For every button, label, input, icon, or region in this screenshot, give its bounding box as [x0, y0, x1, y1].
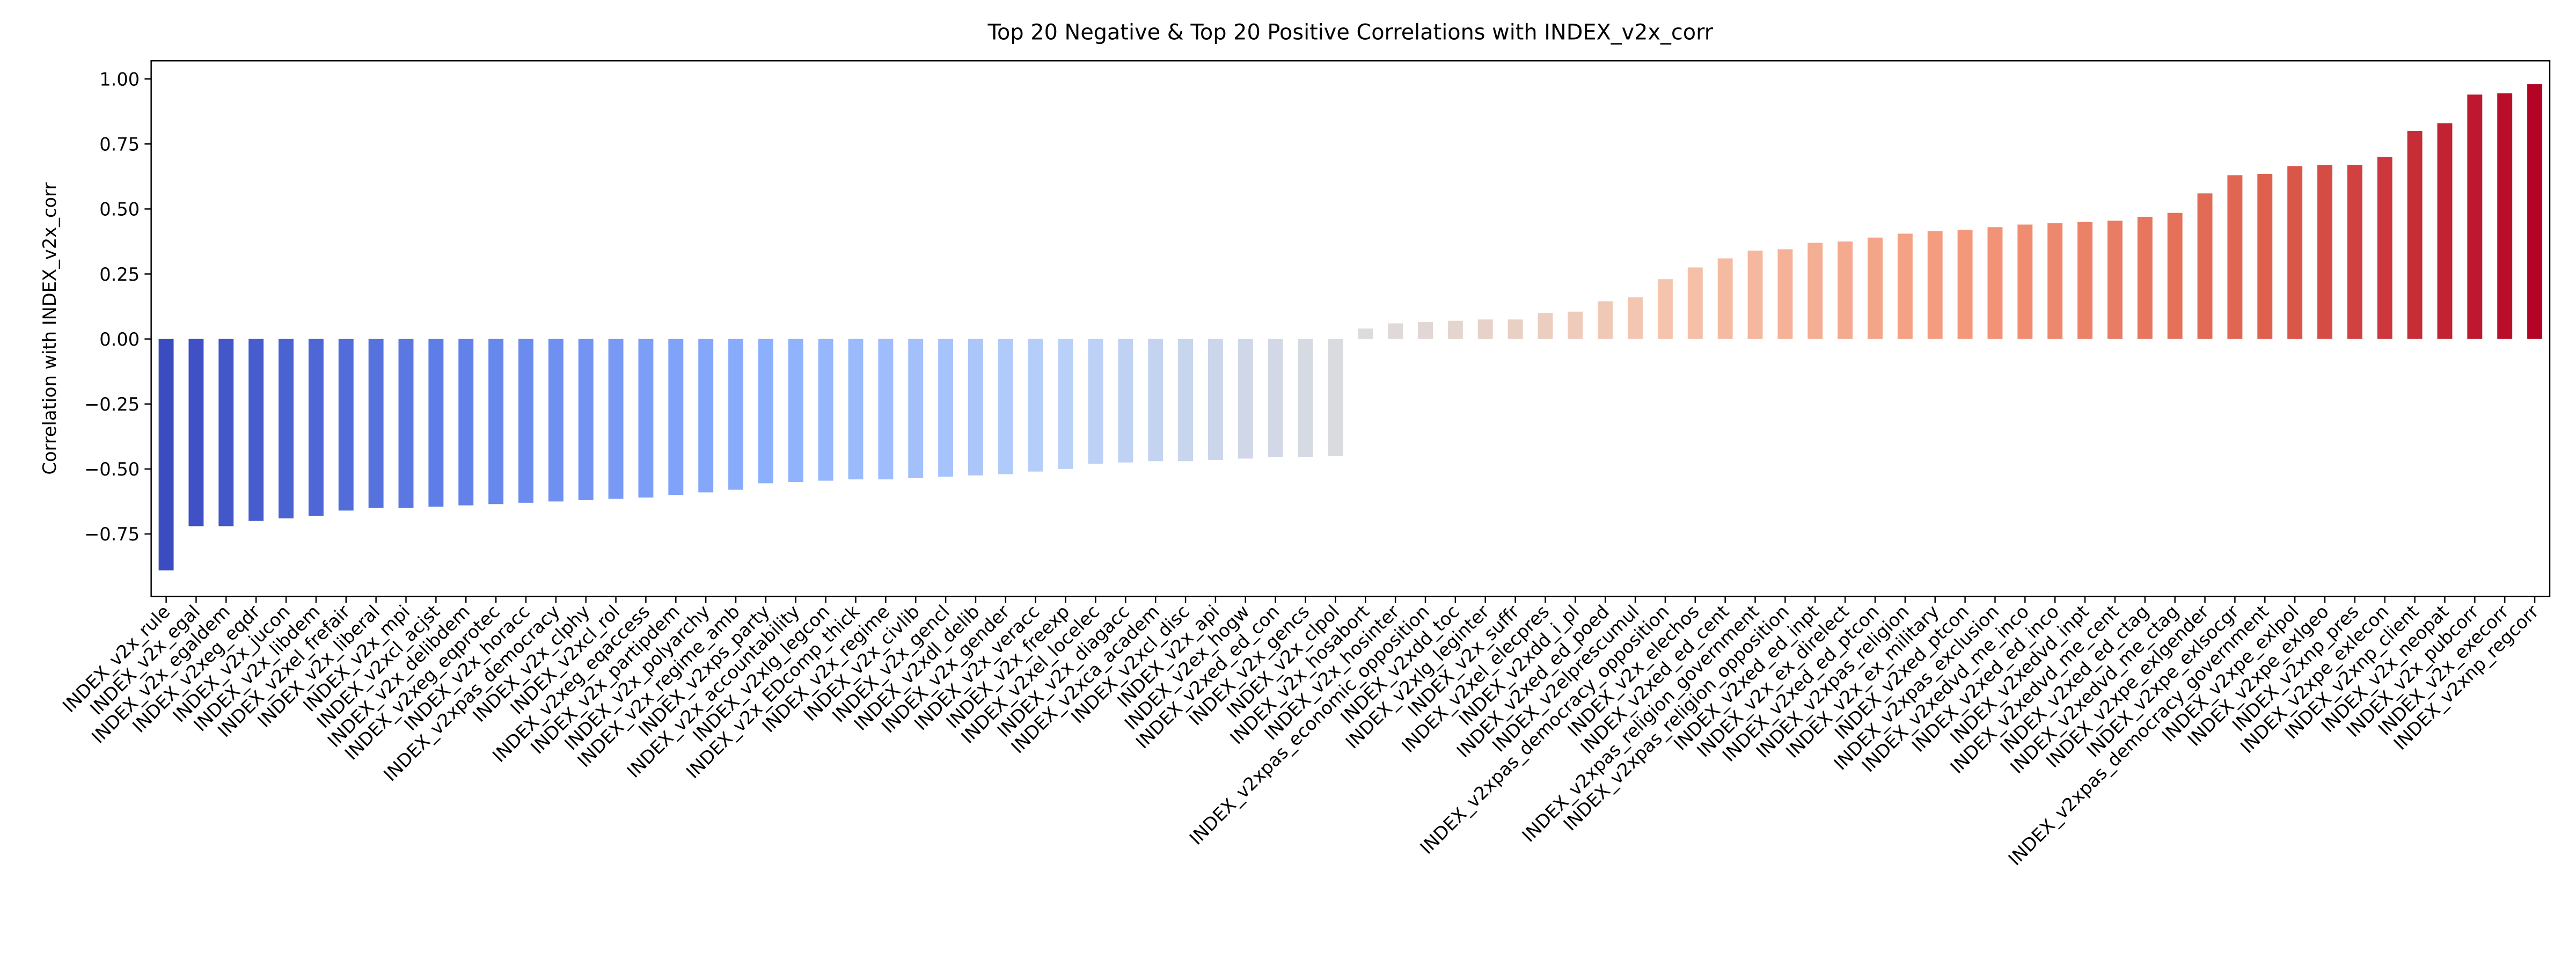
bar: [908, 339, 924, 478]
bar: [1418, 322, 1433, 339]
bar: [788, 339, 803, 482]
bar: [2257, 173, 2273, 339]
bar: [1717, 258, 1733, 339]
bar: [1657, 279, 1673, 339]
bar: [2107, 221, 2123, 339]
bar: [308, 339, 324, 516]
bar: [848, 339, 863, 480]
bar: [1148, 339, 1163, 462]
bar: [488, 339, 504, 504]
bar: [338, 339, 354, 511]
bar: [1447, 320, 1463, 339]
bar: [1328, 339, 1343, 456]
bar: [2167, 213, 2183, 339]
bar: [2527, 84, 2543, 339]
bar: [1358, 328, 1373, 339]
y-tick-label: −0.50: [84, 459, 140, 480]
y-tick-label: 0.00: [99, 329, 140, 350]
bar: [2467, 94, 2483, 339]
bar: [968, 339, 983, 475]
bar: [1088, 339, 1103, 464]
bar: [1507, 319, 1523, 339]
bar: [1777, 249, 1793, 339]
bar: [638, 339, 654, 498]
y-tick-label: 0.50: [99, 199, 140, 220]
bar: [1238, 339, 1253, 459]
plot-frame: [150, 60, 2551, 597]
bar: [2047, 223, 2063, 339]
bar: [1568, 311, 1583, 339]
bar: [1807, 243, 1823, 339]
bar: [818, 339, 833, 481]
y-tick-label: −0.25: [84, 394, 140, 415]
bar: [1028, 339, 1043, 472]
bar: [998, 339, 1013, 474]
bar: [218, 339, 234, 526]
bar: [158, 339, 174, 570]
bar: [1987, 227, 2003, 339]
bar: [1268, 339, 1283, 458]
bar: [1388, 323, 1403, 339]
bar: [1838, 241, 1853, 339]
bar: [1208, 339, 1223, 460]
bar: [2287, 166, 2303, 339]
bar: [2137, 216, 2153, 339]
y-tick-label: 1.00: [99, 69, 140, 90]
bar: [1298, 339, 1313, 458]
bar: [668, 339, 684, 495]
bar: [1747, 250, 1763, 339]
bar: [1957, 230, 1973, 339]
bar: [279, 339, 294, 518]
bar: [188, 339, 204, 526]
bar: [2197, 193, 2213, 339]
bar: [1628, 297, 1643, 339]
bar: [758, 339, 773, 484]
bar: [578, 339, 594, 500]
bar: [1927, 231, 1943, 339]
bar: [2227, 175, 2243, 339]
bar: [428, 339, 444, 507]
bar: [698, 339, 714, 493]
bar: [2347, 165, 2362, 339]
bar: [608, 339, 624, 499]
plot: −0.75−0.50−0.250.000.250.500.751.00INDEX…: [58, 69, 2543, 869]
bar: [2377, 157, 2392, 339]
y-tick-label: 0.75: [99, 134, 140, 155]
bar: [878, 339, 894, 480]
bar: [1868, 237, 1883, 339]
chart-title: Top 20 Negative & Top 20 Positive Correl…: [987, 20, 1714, 45]
bar: [1118, 339, 1133, 463]
bar: [248, 339, 264, 521]
bar: [1538, 313, 1553, 339]
bar: [938, 339, 954, 477]
y-tick-label: −0.75: [84, 524, 140, 545]
bar: [458, 339, 474, 506]
bar: [1477, 319, 1493, 339]
y-axis-label: Correlation with INDEX_v2x_corr: [39, 182, 60, 475]
y-tick-label: 0.25: [99, 264, 140, 285]
bar: [1178, 339, 1194, 462]
bar: [2497, 93, 2513, 339]
bar: [1058, 339, 1073, 469]
bar: [2407, 131, 2423, 339]
bar: [548, 339, 564, 502]
bar: [398, 339, 414, 508]
bar: [2017, 224, 2033, 339]
bar: [728, 339, 744, 490]
bar: [2437, 123, 2453, 339]
bar: [1897, 233, 1913, 339]
bar: [1687, 267, 1703, 339]
bar: [1598, 301, 1613, 339]
bar: [2077, 222, 2093, 339]
bar: [368, 339, 384, 508]
bar: [518, 339, 533, 503]
bar: [2317, 165, 2332, 339]
